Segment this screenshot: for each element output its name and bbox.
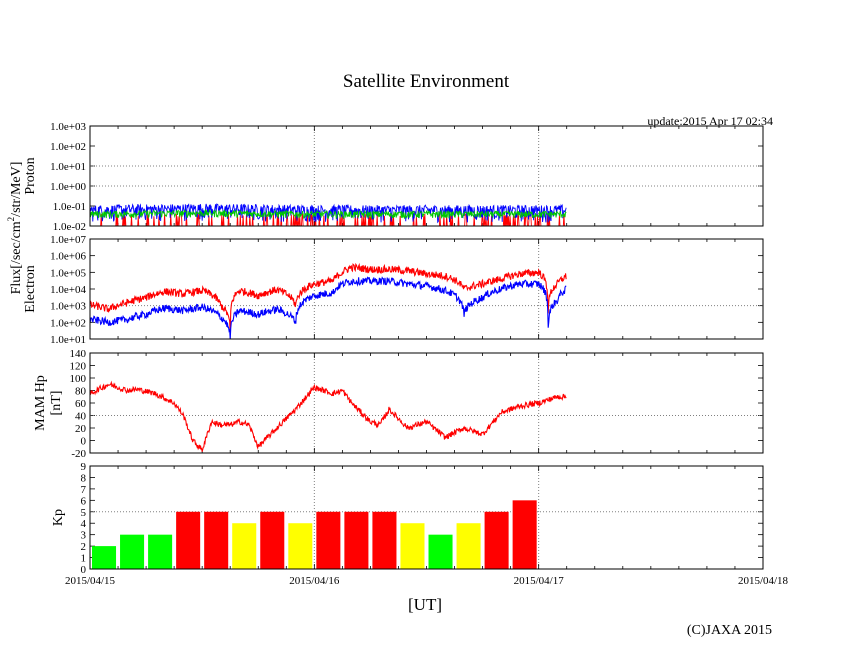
plot-area-hp (90, 380, 567, 452)
kp-bar (260, 511, 285, 569)
kp-bar (120, 534, 145, 569)
x-tick-label: 2015/04/16 (289, 575, 340, 587)
kp-bar (512, 500, 537, 569)
y-tick-label: 3 (81, 530, 87, 542)
kp-bar (232, 523, 257, 569)
plot-area-proton (90, 203, 567, 226)
panel-frame (89, 465, 764, 570)
series-line-electron-blue (90, 276, 567, 339)
y-tick-label: 1.0e-02 (53, 221, 86, 233)
y-tick-label: 1.0e+01 (50, 161, 86, 173)
y-tick-label: 2 (81, 541, 87, 553)
x-tick-label: 2015/04/18 (738, 575, 789, 587)
y-tick-label: 40 (75, 411, 87, 423)
panel-electron: 1.0e+01 1.0e+02 1.0e+03 1.0e+04 1.0e+05 1.0e+… (23, 234, 764, 346)
y-tick-label: 0 (81, 436, 87, 448)
update-timestamp: update:2015 Apr 17 02:34 (647, 114, 773, 128)
x-tick-label: 2015/04/15 (65, 575, 116, 587)
y-tick-label: 140 (70, 348, 87, 360)
y-axis-unit-hp: [nT] (49, 391, 64, 416)
kp-bar (400, 523, 425, 569)
panel-frame (89, 125, 764, 227)
flux-label-sup: 2 (6, 217, 16, 222)
copyright-text: (C)JAXA 2015 (687, 623, 772, 638)
y-axis-label-kp: Kp (51, 509, 66, 526)
y-tick-label: 6 (81, 495, 87, 507)
series-line-proton-green (90, 208, 567, 220)
kp-bar (316, 511, 341, 569)
y-tick-label: 1.0e+02 (50, 317, 86, 329)
y-tick-label: 60 (75, 398, 87, 410)
y-axis-label-proton: Proton (23, 157, 38, 194)
y-tick-label: 1.0e+04 (50, 284, 86, 296)
y-tick-label: 9 (81, 461, 87, 473)
y-tick-label: 7 (81, 484, 87, 496)
panel-proton: 1.0e-02 1.0e-01 1.0e+00 1.0e+01 1.0e+02 1.0e+… (23, 121, 764, 233)
x-tick-label: 2015/04/17 (514, 575, 565, 587)
kp-bar (92, 546, 117, 569)
series-line-proton-red (90, 212, 567, 226)
y-tick-label: 120 (70, 361, 87, 373)
y-tick-label: -20 (71, 448, 86, 460)
kp-bar (204, 511, 229, 569)
plot-area-electron (90, 262, 567, 339)
y-axis-label-hp: MAM Hp (33, 375, 48, 431)
kp-bar (176, 511, 201, 569)
y-tick-label: 1.0e+01 (50, 334, 86, 346)
y-tick-label: 0 (81, 564, 87, 576)
y-axis-label-electron: Electron (23, 265, 38, 312)
y-tick-label: 1.0e+05 (50, 267, 86, 279)
y-tick-label: 1.0e-01 (53, 201, 86, 213)
chart-title: Satellite Environment (343, 71, 510, 92)
panel-frame (89, 352, 764, 454)
kp-bar (344, 511, 369, 569)
kp-bar (484, 511, 509, 569)
y-tick-label: 80 (75, 386, 87, 398)
y-tick-label: 100 (70, 373, 87, 385)
y-tick-label: 1.0e+07 (50, 234, 86, 246)
kp-bar (428, 534, 453, 569)
flux-label-pre: Flux[/sec/cm (9, 221, 24, 294)
chart-panels: 1.0e-021.0e-011.0e+001.0e+011.0e+021.0e+… (23, 121, 789, 587)
y-tick-label: 1.0e+03 (50, 301, 86, 313)
kp-bar (148, 534, 173, 569)
y-tick-label: 4 (81, 518, 87, 530)
plot-area-kp (92, 500, 537, 569)
flux-label-post: /str/MeV] (9, 162, 24, 217)
kp-bar (372, 511, 397, 569)
y-tick-label: 20 (75, 423, 87, 435)
y-tick-label: 5 (81, 507, 87, 519)
series-line-electron-red (90, 262, 567, 334)
y-tick-label: 1.0e+02 (50, 141, 86, 153)
y-tick-label: 1.0e+06 (50, 251, 86, 263)
flux-axis-label: Flux[/sec/cm2/str/MeV] (6, 162, 24, 295)
y-tick-label: 1.0e+03 (50, 121, 86, 133)
x-axis-label: [UT] (408, 595, 442, 614)
panel-frame (89, 238, 764, 340)
kp-bar (288, 523, 313, 569)
series-line-hp-red (90, 380, 567, 452)
kp-bar (456, 523, 481, 569)
y-tick-label: 1.0e+00 (50, 181, 86, 193)
y-tick-label: 8 (81, 472, 87, 484)
y-tick-label: 1 (81, 553, 87, 565)
